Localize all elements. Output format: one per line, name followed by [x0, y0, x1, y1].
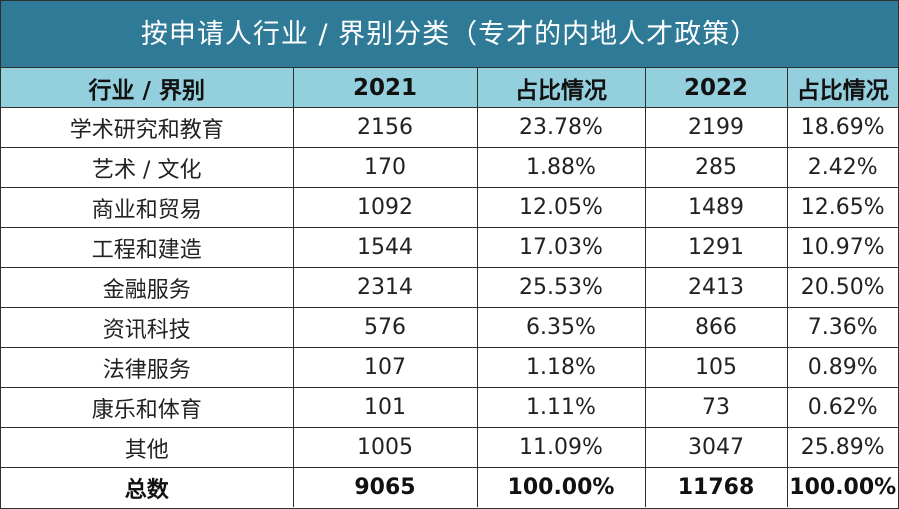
- cell-2022: 2199: [644, 107, 788, 148]
- cell-industry: 学术研究和教育: [1, 107, 294, 148]
- cell-industry: 艺术 / 文化: [1, 147, 294, 188]
- header-share-2021: 占比情况: [476, 68, 646, 108]
- cell-2021: 170: [292, 147, 478, 188]
- header-share-2022: 占比情况: [786, 68, 898, 108]
- table-row: 康乐和体育 101 1.11% 73 0.62%: [1, 387, 898, 428]
- cell-share-2022: 0.62%: [786, 387, 898, 428]
- cell-2022: 2413: [644, 267, 788, 308]
- cell-2021: 2156: [292, 107, 478, 148]
- cell-2022: 866: [644, 307, 788, 348]
- table-row: 资讯科技 576 6.35% 866 7.36%: [1, 307, 898, 348]
- cell-share-2022: 18.69%: [786, 107, 898, 148]
- cell-share-2021: 1.11%: [476, 387, 646, 428]
- cell-2022: 285: [644, 147, 788, 188]
- table-row: 法律服务 107 1.18% 105 0.89%: [1, 347, 898, 388]
- cell-share-2022: 7.36%: [786, 307, 898, 348]
- header-2022: 2022: [644, 68, 788, 108]
- cell-share-2021: 11.09%: [476, 427, 646, 468]
- header-row: 行业 / 界别 2021 占比情况 2022 占比情况: [1, 68, 898, 108]
- cell-2021: 576: [292, 307, 478, 348]
- table-row: 其他 1005 11.09% 3047 25.89%: [1, 427, 898, 468]
- total-2022: 11768: [644, 467, 788, 507]
- cell-industry: 工程和建造: [1, 227, 294, 268]
- cell-share-2021: 25.53%: [476, 267, 646, 308]
- table-row: 商业和贸易 1092 12.05% 1489 12.65%: [1, 187, 898, 228]
- cell-2022: 1489: [644, 187, 788, 228]
- table-row: 工程和建造 1544 17.03% 1291 10.97%: [1, 227, 898, 268]
- cell-2021: 1005: [292, 427, 478, 468]
- cell-share-2021: 1.88%: [476, 147, 646, 188]
- cell-share-2022: 25.89%: [786, 427, 898, 468]
- cell-2021: 1544: [292, 227, 478, 268]
- cell-2022: 105: [644, 347, 788, 388]
- table-row: 学术研究和教育 2156 23.78% 2199 18.69%: [1, 107, 898, 148]
- cell-2021: 107: [292, 347, 478, 388]
- data-table: 行业 / 界别 2021 占比情况 2022 占比情况 学术研究和教育 2156…: [1, 68, 898, 507]
- header-2021: 2021: [292, 68, 478, 108]
- cell-share-2022: 10.97%: [786, 227, 898, 268]
- total-share-2021: 100.00%: [476, 467, 646, 507]
- cell-industry: 法律服务: [1, 347, 294, 388]
- cell-2022: 73: [644, 387, 788, 428]
- cell-share-2022: 12.65%: [786, 187, 898, 228]
- total-share-2022: 100.00%: [786, 467, 898, 507]
- cell-share-2021: 23.78%: [476, 107, 646, 148]
- table-row: 金融服务 2314 25.53% 2413 20.50%: [1, 267, 898, 308]
- cell-share-2021: 12.05%: [476, 187, 646, 228]
- cell-share-2021: 6.35%: [476, 307, 646, 348]
- total-row: 总数 9065 100.00% 11768 100.00%: [1, 467, 898, 507]
- cell-share-2022: 20.50%: [786, 267, 898, 308]
- cell-share-2022: 0.89%: [786, 347, 898, 388]
- cell-industry: 商业和贸易: [1, 187, 294, 228]
- cell-2022: 3047: [644, 427, 788, 468]
- cell-2021: 101: [292, 387, 478, 428]
- cell-industry: 康乐和体育: [1, 387, 294, 428]
- cell-2022: 1291: [644, 227, 788, 268]
- cell-2021: 2314: [292, 267, 478, 308]
- cell-industry: 金融服务: [1, 267, 294, 308]
- cell-industry: 资讯科技: [1, 307, 294, 348]
- cell-share-2021: 1.18%: [476, 347, 646, 388]
- cell-2021: 1092: [292, 187, 478, 228]
- cell-share-2021: 17.03%: [476, 227, 646, 268]
- header-industry: 行业 / 界别: [1, 68, 294, 108]
- cell-industry: 其他: [1, 427, 294, 468]
- table-row: 艺术 / 文化 170 1.88% 285 2.42%: [1, 147, 898, 188]
- total-2021: 9065: [292, 467, 478, 507]
- total-label: 总数: [1, 467, 294, 507]
- table-title: 按申请人行业 / 界别分类（专才的内地人才政策）: [1, 1, 898, 68]
- cell-share-2022: 2.42%: [786, 147, 898, 188]
